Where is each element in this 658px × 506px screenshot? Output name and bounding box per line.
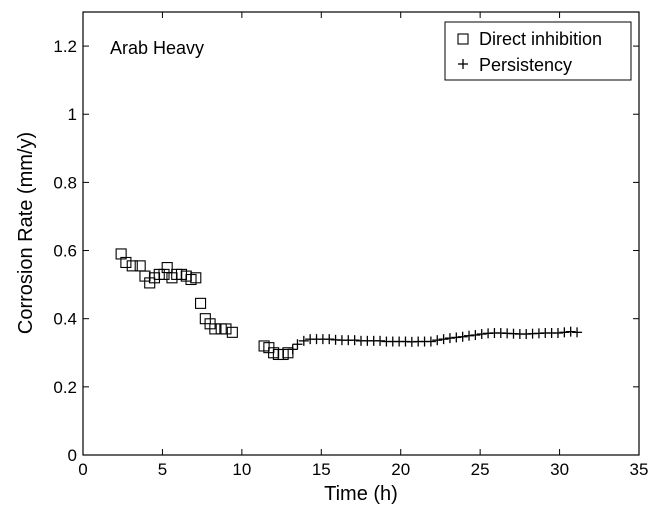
persistency-point	[425, 336, 436, 347]
persistency-point	[432, 335, 443, 346]
persistency-point	[324, 334, 335, 345]
persistency-point	[572, 327, 583, 338]
y-tick-label: 1.2	[53, 37, 77, 56]
y-tick-label: 0.6	[53, 242, 77, 261]
persistency-point	[565, 326, 576, 337]
direct-inhibition-point	[209, 323, 221, 335]
persistency-point	[444, 333, 455, 344]
persistency-point	[349, 335, 360, 346]
y-tick-label: 0	[68, 446, 77, 465]
direct-inhibition-point	[120, 256, 132, 269]
y-tick-label: 0.4	[53, 310, 77, 329]
x-tick-label: 25	[471, 460, 490, 479]
persistency-point	[552, 328, 563, 339]
y-tick-label: 1	[68, 105, 77, 124]
axis-ticks: 0 5 10 15 20 25 30 35 0 0.2 0.4 0.6 0.8 1 1.2	[53, 12, 648, 479]
legend-square-marker	[457, 33, 469, 45]
y-tick-label: 0.8	[53, 173, 77, 192]
x-tick-label: 10	[232, 460, 251, 479]
direct-inhibition-point	[158, 268, 170, 280]
persistency-point	[298, 335, 309, 346]
direct-inhibition-point	[126, 260, 138, 272]
direct-inhibition-point	[195, 297, 207, 309]
x-axis-label: Time (h)	[324, 483, 398, 505]
x-tick-label: 15	[312, 460, 331, 479]
direct-inhibition-point	[226, 326, 238, 338]
persistency-point	[451, 332, 462, 343]
series-layer	[115, 248, 583, 361]
legend-label-direct-inhibition: Direct inhibition	[479, 29, 602, 49]
persistency-point	[438, 334, 449, 345]
persistency-point	[464, 330, 475, 341]
direct-inhibition-point	[190, 272, 202, 284]
x-tick-label: 20	[391, 460, 410, 479]
persistency-point	[470, 330, 481, 341]
persistency-point	[292, 339, 303, 350]
persistency-point	[457, 331, 468, 342]
direct-inhibition-point	[220, 323, 232, 335]
legend-label-persistency: Persistency	[479, 55, 572, 75]
direct-inhibition-point	[134, 260, 146, 272]
direct-inhibition-point	[161, 262, 173, 274]
y-axis-label: Corrosion Rate (mm/y)	[15, 132, 37, 334]
persistency-point	[375, 335, 386, 346]
plot-area-frame	[82, 11, 640, 456]
x-tick-label: 35	[630, 460, 649, 479]
y-tick-label: 0.2	[53, 378, 77, 397]
persistency-point	[287, 344, 298, 355]
persistency-point	[559, 327, 570, 338]
x-tick-label: 30	[550, 460, 569, 479]
legend: Direct inhibition Persistency	[444, 21, 632, 81]
chart-annotation: Arab Heavy	[110, 38, 204, 58]
legend-box	[444, 21, 632, 81]
x-tick-label: 5	[158, 460, 167, 479]
persistency-point	[476, 329, 487, 340]
x-tick-label: 0	[78, 460, 87, 479]
